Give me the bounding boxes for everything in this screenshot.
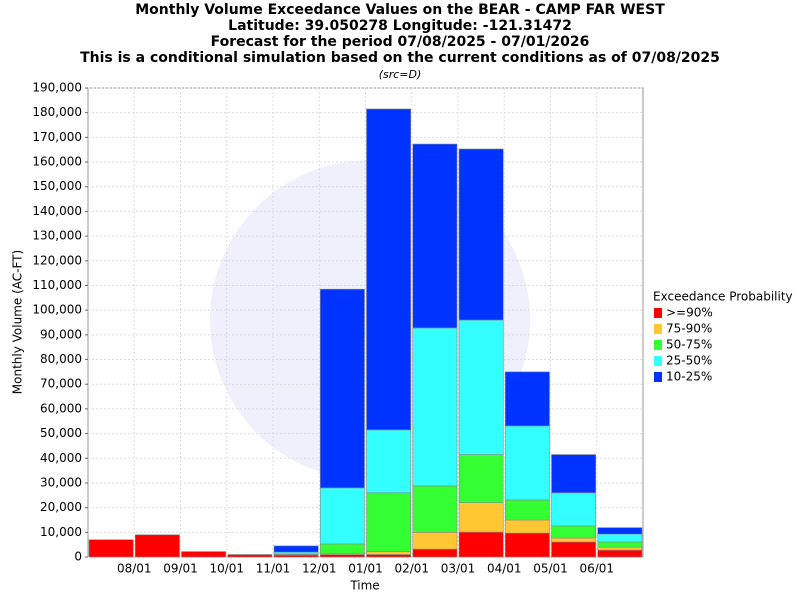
bar-segment [181, 551, 227, 558]
bar-segment [504, 519, 550, 534]
y-tick-label: 190,000 [32, 81, 82, 95]
bar-segment [227, 554, 273, 558]
bar-segment [366, 551, 412, 555]
y-axis-label: Monthly Volume (AC-FT) [11, 250, 25, 394]
bar-segment [597, 533, 643, 543]
y-tick-label: 40,000 [40, 451, 82, 465]
bar-segment [412, 327, 458, 487]
bar-segment [366, 429, 412, 494]
x-tick-label: 06/01 [579, 562, 614, 576]
bar-segment [412, 532, 458, 550]
x-axis-label: Time [349, 579, 379, 593]
bar-segment [504, 532, 550, 558]
y-tick-label: 30,000 [40, 475, 82, 489]
y-tick-label: 20,000 [40, 500, 82, 514]
legend-title: Exceedance Probability [653, 290, 793, 304]
bar-segment [134, 534, 180, 558]
bar-segment [366, 492, 412, 552]
bar-segment [504, 371, 550, 427]
bar-segment [366, 108, 412, 431]
y-tick-label: 50,000 [40, 426, 82, 440]
chart-title: Monthly Volume Exceedance Values on the … [135, 2, 665, 18]
y-tick-label: 70,000 [40, 377, 82, 391]
bar-segment [597, 546, 643, 551]
legend-label: 75-90% [666, 322, 712, 336]
y-tick-label: 90,000 [40, 327, 82, 341]
legend-label: 25-50% [666, 354, 712, 368]
x-tick-label: 08/01 [117, 562, 152, 576]
y-tick-label: 110,000 [32, 278, 82, 292]
legend-label: 10-25% [666, 370, 712, 384]
bar-segment [412, 485, 458, 533]
chart-title: This is a conditional simulation based o… [80, 50, 720, 66]
x-tick-label: 02/01 [394, 562, 429, 576]
bar-segment [551, 454, 597, 494]
y-tick-label: 80,000 [40, 352, 82, 366]
y-tick-label: 180,000 [32, 105, 82, 119]
legend-swatch [654, 308, 662, 318]
bar-segment [458, 531, 504, 558]
bar-segment [458, 319, 504, 455]
bar-segment [458, 454, 504, 503]
y-tick-label: 170,000 [32, 130, 82, 144]
chart-title: Latitude: 39.050278 Longitude: -121.3147… [228, 18, 572, 34]
y-tick-label: 60,000 [40, 401, 82, 415]
bar-segment [412, 143, 458, 329]
y-tick-label: 0 [74, 550, 82, 564]
legend-label: 50-75% [666, 338, 712, 352]
bar-segment [412, 548, 458, 558]
legend-label: >=90% [666, 306, 713, 320]
bar-segment [319, 288, 365, 489]
bar-segment [504, 499, 550, 521]
bar-segment [551, 525, 597, 539]
x-tick-label: 10/01 [209, 562, 244, 576]
bar-segment [597, 541, 643, 548]
bar-segment [504, 425, 550, 501]
bar-segment [458, 502, 504, 533]
y-tick-label: 150,000 [32, 179, 82, 193]
y-tick-label: 160,000 [32, 155, 82, 169]
x-tick-label: 03/01 [441, 562, 476, 576]
y-tick-label: 100,000 [32, 303, 82, 317]
legend-swatch [654, 372, 662, 382]
legend-swatch [654, 340, 662, 350]
y-tick-label: 120,000 [32, 253, 82, 267]
bar-segment [319, 487, 365, 545]
bar-segment [88, 539, 134, 558]
x-tick-label: 01/01 [348, 562, 383, 576]
bar-segment [551, 541, 597, 558]
x-tick-label: 09/01 [163, 562, 198, 576]
x-tick-label: 05/01 [533, 562, 568, 576]
chart-subtitle: (src=D) [379, 68, 422, 81]
bar-segment [366, 554, 412, 558]
bar-segment [458, 148, 504, 321]
bar-segment [597, 527, 643, 535]
y-tick-label: 140,000 [32, 204, 82, 218]
bar-segment [273, 545, 319, 553]
y-tick-label: 130,000 [32, 229, 82, 243]
bar-segment [551, 537, 597, 543]
x-tick-label: 04/01 [487, 562, 522, 576]
x-tick-label: 12/01 [302, 562, 337, 576]
bar-segment [597, 549, 643, 558]
y-tick-label: 10,000 [40, 525, 82, 539]
legend-swatch [654, 356, 662, 366]
bar-segment [319, 543, 365, 554]
chart-title: Forecast for the period 07/08/2025 - 07/… [211, 34, 590, 50]
bar-segment [551, 492, 597, 527]
bar-segment [319, 554, 365, 558]
legend-swatch [654, 324, 662, 334]
x-tick-label: 11/01 [256, 562, 291, 576]
